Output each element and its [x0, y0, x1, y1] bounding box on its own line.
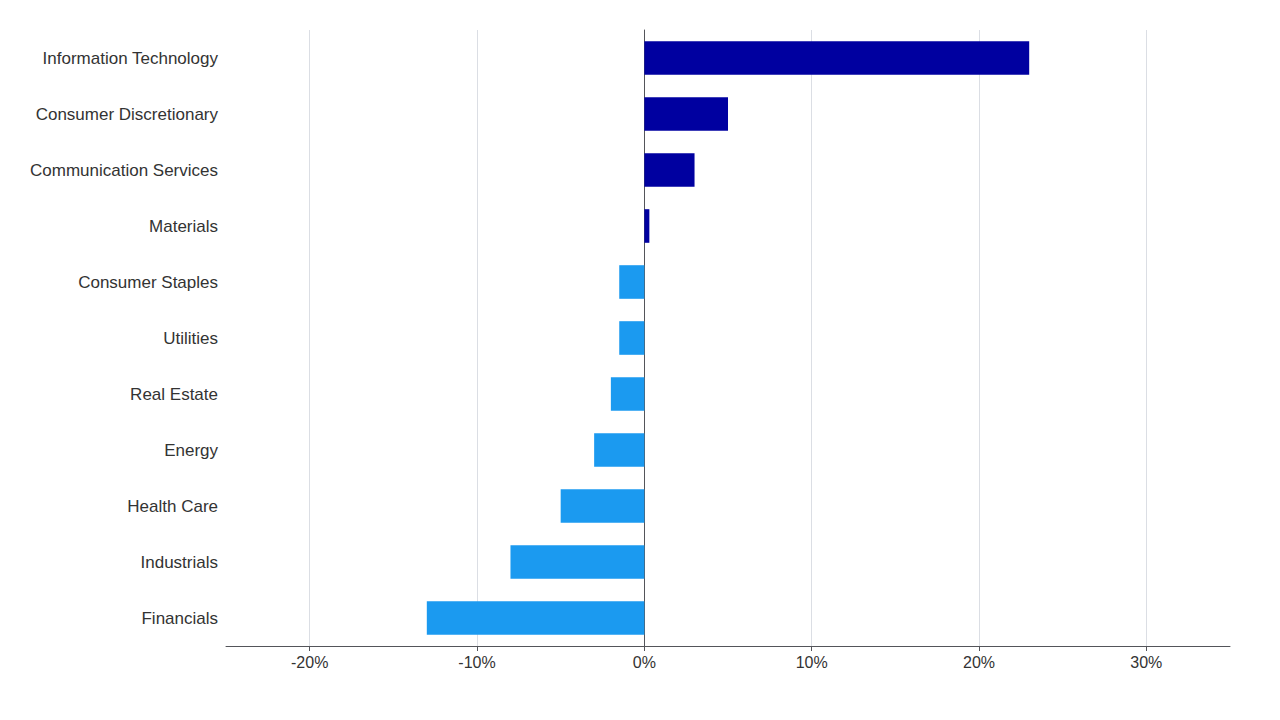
svg-text:Financials: Financials	[141, 609, 218, 628]
svg-text:10%: 10%	[796, 654, 828, 671]
svg-text:-20%: -20%	[291, 654, 328, 671]
svg-text:Industrials: Industrials	[141, 553, 218, 572]
svg-text:Communication Services: Communication Services	[30, 161, 218, 180]
svg-text:20%: 20%	[963, 654, 995, 671]
svg-text:Energy: Energy	[164, 441, 218, 460]
svg-text:Utilities: Utilities	[163, 329, 218, 348]
svg-text:Health Care: Health Care	[127, 497, 218, 516]
svg-text:Information Technology: Information Technology	[43, 49, 219, 68]
svg-text:0%: 0%	[633, 654, 656, 671]
svg-text:30%: 30%	[1130, 654, 1162, 671]
svg-text:Consumer Discretionary: Consumer Discretionary	[36, 105, 219, 124]
svg-text:Real Estate: Real Estate	[130, 385, 218, 404]
svg-text:-10%: -10%	[458, 654, 495, 671]
svg-text:Consumer Staples: Consumer Staples	[78, 273, 218, 292]
svg-text:Materials: Materials	[149, 217, 218, 236]
